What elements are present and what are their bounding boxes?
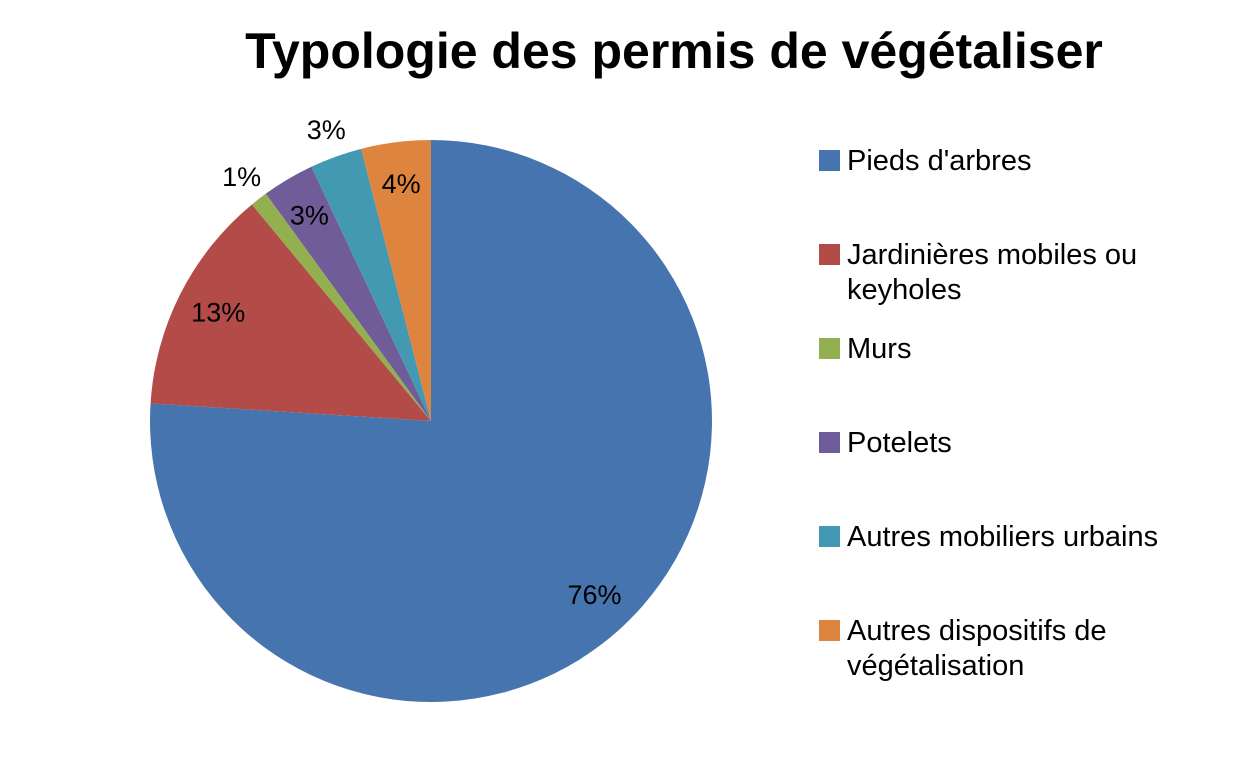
pie-slice-0 [149,140,712,703]
pie-slice-1 [150,204,432,421]
legend-label-3: Potelets [847,427,952,459]
legend-swatch-0 [819,150,840,171]
legend-swatch-4 [819,526,840,547]
legend-item-0: Pieds d'arbres [819,144,1192,179]
pie-slice-label-2: 1% [222,162,261,192]
legend-item-4: Autres mobiliers urbains [819,520,1192,555]
pie-slice-label-5: 4% [382,169,421,199]
legend-swatch-3 [819,432,840,453]
legend-label-0: Pieds d'arbres [847,145,1032,177]
legend-swatch-5 [819,620,840,641]
pie-slice-label-0: 76% [567,580,621,610]
pie-slice-label-3: 3% [290,200,329,230]
pie-slice-2 [251,193,431,421]
legend-label-4: Autres mobiliers urbains [847,521,1159,553]
legend-item-1: Jardinières mobiles ou keyholes [819,238,1192,308]
legend-label-5: Autres dispositifs de végétalisation [847,615,1107,682]
pie-slice-label-4: 3% [307,115,346,145]
chart-title: Typologie des permis de végétaliser [245,23,1103,79]
legend-item-3: Potelets [819,426,1192,461]
legend-item-2: Murs [819,332,1192,367]
pie-slice-4 [311,148,431,421]
legend-item-5: Autres dispositifs de végétalisation [819,614,1192,684]
pie-slice-label-1: 13% [191,298,245,328]
legend-label-2: Murs [847,333,912,365]
legend-label-1: Jardinières mobiles ou keyholes [847,239,1138,306]
chart-legend: Pieds d'arbres Jardinières mobiles ou key… [819,0,1219,764]
pie-slice-5 [361,140,431,421]
legend-swatch-2 [819,338,840,359]
pie-slice-3 [265,166,431,421]
legend-swatch-1 [819,244,840,265]
